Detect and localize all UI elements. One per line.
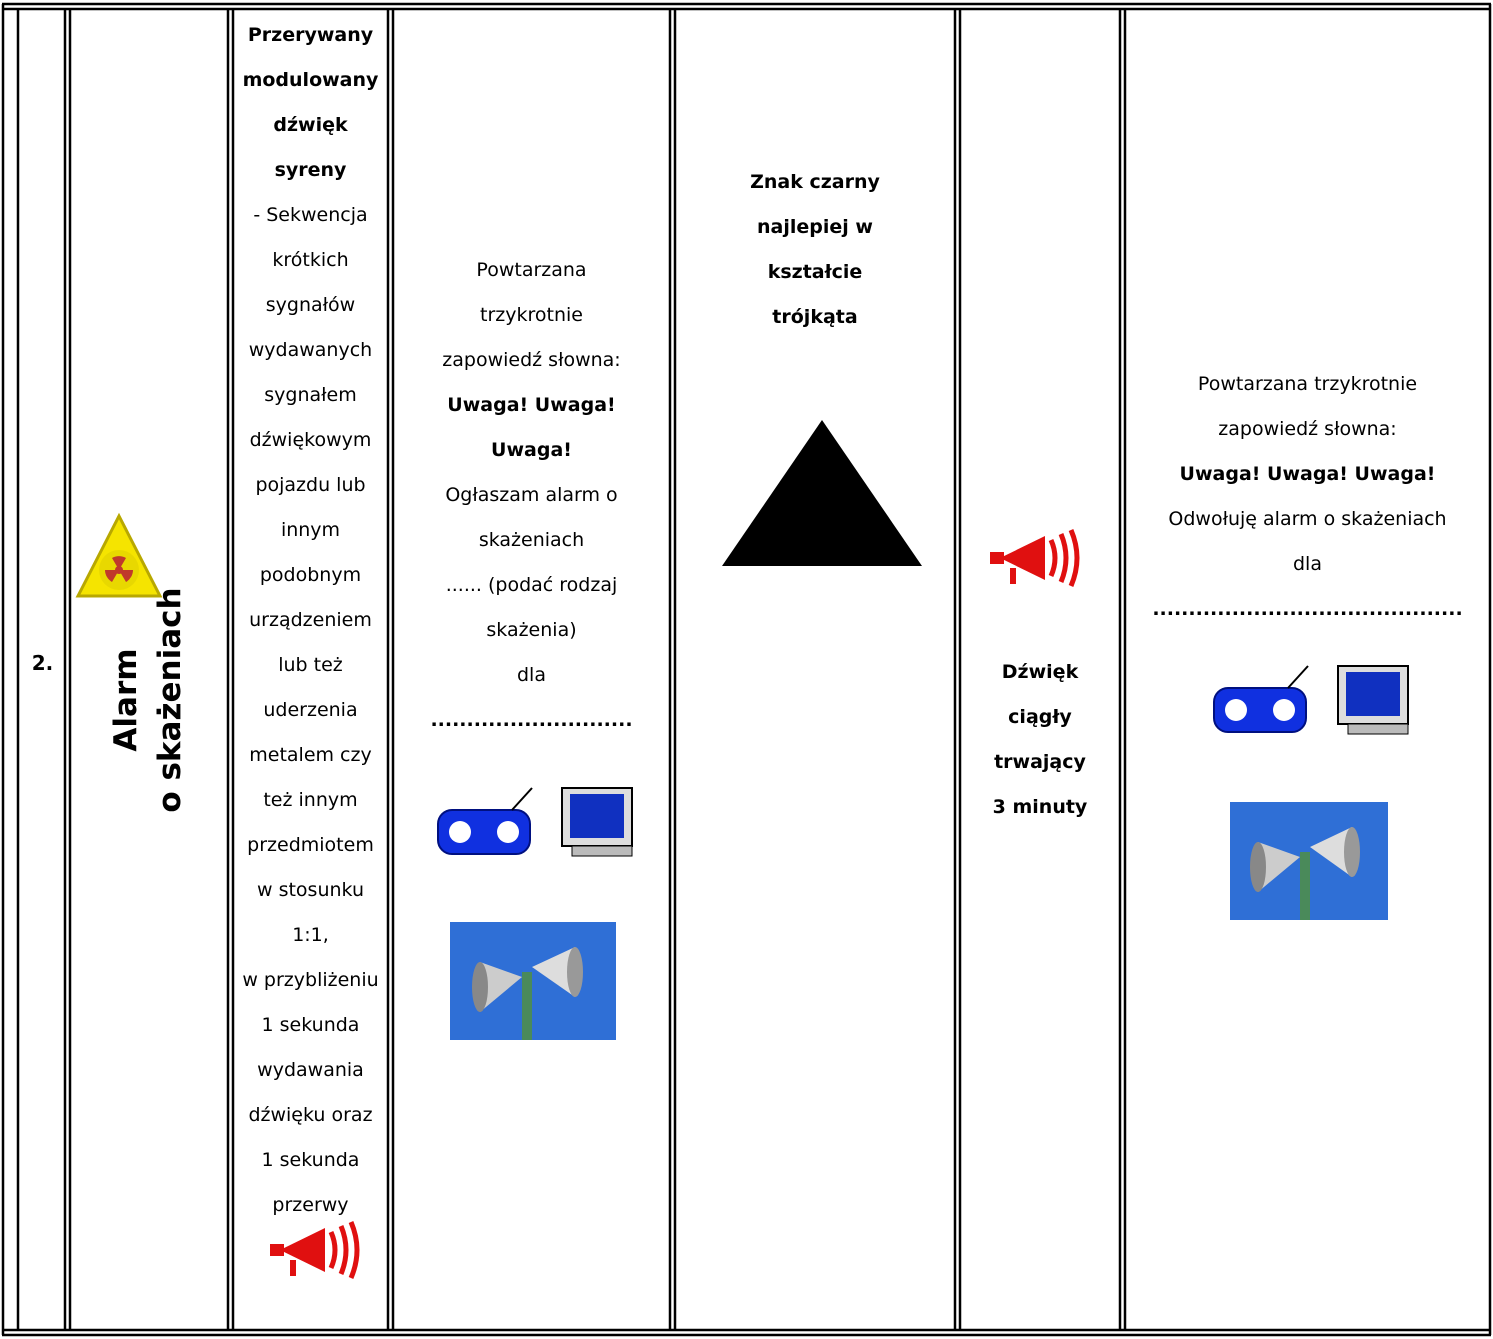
megaphone-icon	[270, 1221, 360, 1279]
text-line: przedmiotem	[247, 834, 374, 856]
text-line: dźwięku oraz	[248, 1104, 373, 1126]
text-line: Przerywany	[247, 24, 374, 46]
text-line: metalem czy	[249, 744, 372, 766]
text-line: kształcie	[767, 261, 863, 283]
text-line: krótkich	[272, 249, 349, 271]
text-line: skażeniach	[478, 529, 585, 551]
text-line: Dźwięk	[1001, 661, 1079, 683]
text-line: Powtarzana	[476, 259, 587, 281]
text-line: wydawanych	[248, 339, 373, 361]
text-line: modulowany	[242, 69, 379, 91]
text-line: Uwaga!	[491, 439, 572, 461]
text-line: zapowiedź słowna:	[1218, 418, 1397, 440]
text-line: też innym	[263, 789, 358, 811]
text-line: Powtarzana trzykrotnie	[1197, 373, 1418, 395]
text-line: najlepiej w	[757, 216, 873, 238]
text-line: dźwiękowym	[249, 429, 372, 451]
loudspeaker-photo	[1230, 802, 1388, 920]
megaphone-icon	[990, 529, 1080, 587]
text-line: ciągły	[1008, 706, 1072, 728]
text-line: 1 sekunda	[261, 1149, 360, 1171]
text-line: dźwięk	[273, 114, 348, 136]
cell-text: Przerywany modulowany dźwięk syreny - Sekwen…	[233, 13, 388, 1228]
text-line: innym	[280, 519, 341, 541]
cell-text: Powtarzana trzykrotnie zapowiedź słowna: Uw…	[393, 248, 670, 743]
cell-text: Dźwięk ciągły trwający 3 minuty	[960, 650, 1120, 830]
black-triangle	[722, 420, 922, 566]
text-line: wydawania	[257, 1059, 364, 1081]
row-number: 2.	[31, 651, 54, 675]
text-line: - Sekwencja	[253, 204, 368, 226]
text-line: sygnałów	[265, 294, 356, 316]
text-line: Uwaga! Uwaga! Uwaga!	[1179, 463, 1436, 485]
text-line: dla	[517, 664, 546, 686]
text-line: pojazdu lub	[255, 474, 366, 496]
text-line: Ogłaszam alarm o	[445, 484, 618, 506]
text-line: 1:1,	[292, 924, 329, 946]
text-line: skażenia)	[486, 619, 577, 641]
cell-text: Powtarzana trzykrotnie zapowiedź słowna: U…	[1125, 362, 1490, 632]
radiation-icon	[75, 512, 163, 598]
loudspeaker-photo	[450, 922, 616, 1040]
text-line: Znak czarny	[750, 171, 880, 193]
text-line: ...... (podać rodzaj	[445, 574, 618, 596]
text-line: trwający	[994, 751, 1086, 773]
text-line: 1 sekunda	[261, 1014, 360, 1036]
radio-and-monitor-icons	[1213, 665, 1409, 735]
text-line: lub też	[278, 654, 343, 676]
text-line: zapowiedź słowna:	[442, 349, 621, 371]
cell-text: Znak czarny najlepiej w kształcie trójkąta	[675, 160, 955, 340]
radio-and-monitor-icons	[437, 787, 633, 857]
alarm-name-text: Alarm o skażeniach	[104, 587, 192, 812]
text-line: dla	[1293, 553, 1322, 575]
text-line: w przybliżeniu	[242, 969, 379, 991]
text-line: uderzenia	[263, 699, 358, 721]
text-line: przerwy	[272, 1194, 349, 1216]
text-line: o skażeniach	[152, 587, 188, 813]
dotted-line: ............................	[430, 709, 633, 731]
text-line: sygnałem	[264, 384, 357, 406]
text-line: Uwaga! Uwaga!	[447, 394, 616, 416]
text-line: w stosunku	[257, 879, 364, 901]
text-line: syreny	[274, 159, 347, 181]
text-line: 3 minuty	[992, 796, 1088, 818]
dotted-line: ........................................…	[1152, 598, 1463, 620]
text-line: trójkąta	[772, 306, 858, 328]
text-line: Alarm	[108, 648, 144, 752]
text-line: podobnym	[259, 564, 362, 586]
text-line: Odwołuję alarm o skażeniach	[1168, 508, 1447, 530]
text-line: trzykrotnie	[480, 304, 583, 326]
text-line: urządzeniem	[249, 609, 372, 631]
